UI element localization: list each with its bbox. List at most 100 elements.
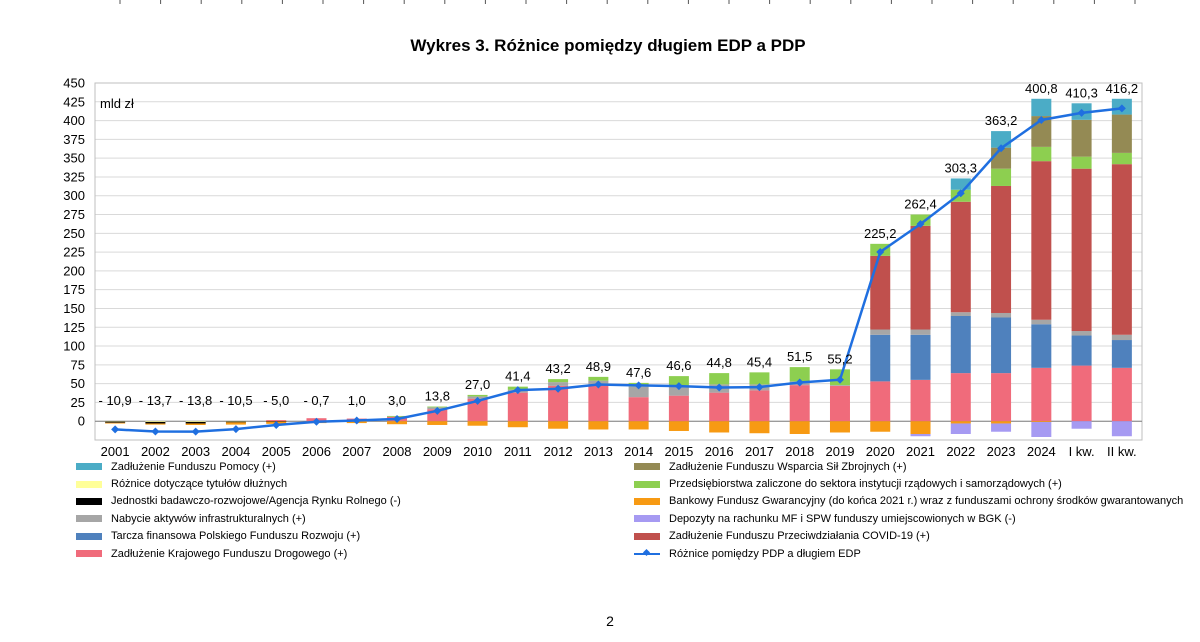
line-point (795, 378, 804, 387)
bar-segment (870, 334, 891, 382)
line-point (755, 383, 764, 392)
top-edge-marks (119, 0, 1136, 4)
bar-segment (185, 421, 206, 423)
legend-swatch (634, 532, 660, 540)
bar-segment (749, 421, 770, 434)
line-point (554, 384, 563, 393)
line-point (433, 406, 442, 415)
bar-segment (789, 367, 810, 382)
line-point (956, 189, 965, 198)
bar-segment (467, 398, 488, 422)
bar-segment (749, 390, 770, 422)
bar-segment (105, 421, 126, 423)
bar-segment (145, 421, 166, 424)
line-point (997, 144, 1006, 153)
line-point (352, 416, 361, 425)
bar-segment (185, 423, 206, 425)
bar-segment (507, 421, 528, 428)
bar-segment (910, 433, 931, 437)
legend-swatch (76, 463, 102, 471)
legend-left-column: Zadłużenie Funduszu Pomocy (+) Różnice do… (76, 458, 401, 562)
y-tick-label: 300 (63, 188, 85, 203)
bar-segment (709, 373, 730, 385)
bar-segment (991, 168, 1012, 186)
x-tick-label: 2013 (584, 444, 613, 459)
legend-label: Zadłużenie Krajowego Funduszu Drogowego … (111, 547, 348, 560)
bar-segment (789, 421, 810, 434)
line-point (1117, 104, 1126, 113)
line-point (876, 247, 885, 256)
bar-segment (991, 423, 1012, 432)
legend-item: Zadłużenie Funduszu Pomocy (+) (76, 458, 401, 475)
legend-item: Zadłużenie Funduszu Wsparcia Sił Zbrojny… (634, 458, 1183, 475)
x-tick-label: 2017 (745, 444, 774, 459)
legend-swatch (634, 463, 660, 471)
line-point (473, 396, 482, 405)
bar-segment (628, 421, 649, 430)
bar-segment (709, 421, 730, 433)
y-tick-label: 350 (63, 151, 85, 166)
line-point (231, 425, 240, 434)
data-label: 27,0 (465, 377, 490, 392)
bar-segment (910, 334, 931, 380)
x-tick-label: 2021 (906, 444, 935, 459)
y-tick-label: 275 (63, 207, 85, 222)
x-tick-label: 2005 (262, 444, 291, 459)
bar-segment (588, 376, 609, 381)
bar-segment (145, 423, 166, 425)
x-tick-label: 2008 (383, 444, 412, 459)
legend-swatch (76, 532, 102, 540)
bar-segment (1071, 168, 1092, 332)
bar-segment (870, 255, 891, 330)
y-tick-label: 150 (63, 301, 85, 316)
data-label: 303,3 (945, 160, 978, 175)
line-point (594, 380, 603, 389)
x-tick-label: 2023 (987, 444, 1016, 459)
bar-segment (1031, 319, 1052, 325)
bar-segment (910, 421, 931, 434)
bar-segment (1071, 335, 1092, 366)
legend-item: Jednostki badawczo-rozwojowe/Agencja Ryn… (76, 493, 401, 510)
x-tick-label: I kw. (1069, 444, 1095, 459)
bar-segment (950, 315, 971, 374)
legend-item: Tarcza finansowa Polskiego Funduszu Rozw… (76, 528, 401, 545)
bar-segment (1111, 152, 1132, 165)
bar-segment (789, 385, 810, 422)
legend-label: Zadłużenie Funduszu Pomocy (+) (111, 460, 276, 473)
bar-segment (1031, 367, 1052, 422)
data-label: 43,2 (545, 361, 570, 376)
bar-segment (588, 421, 609, 430)
x-tick-label: 2016 (705, 444, 734, 459)
y-tick-label: 325 (63, 169, 85, 184)
bar-segment (749, 372, 770, 385)
data-label: 363,2 (985, 113, 1018, 128)
y-tick-label: 25 (71, 395, 85, 410)
bar-segment (467, 421, 488, 426)
x-tick-label: 2006 (302, 444, 331, 459)
legend-label: Różnice dotyczące tytułów dłużnych (111, 478, 288, 491)
legend-swatch (76, 480, 102, 488)
bar-segment (1031, 324, 1052, 368)
bar-segment (870, 329, 891, 335)
plot-frame (94, 82, 1143, 441)
x-tick-label: 2015 (664, 444, 693, 459)
bar-segment (588, 384, 609, 422)
x-tick-label: 2001 (101, 444, 130, 459)
bar-segment (668, 395, 689, 422)
legend-label: Nabycie aktywów infrastrukturalnych (+) (111, 512, 306, 525)
legend-swatch (76, 515, 102, 523)
bar-segment (950, 178, 971, 190)
bar-segment (1071, 119, 1092, 157)
x-tick-label: 2003 (181, 444, 210, 459)
y-tick-label: 400 (63, 113, 85, 128)
line-point (513, 386, 522, 395)
bar-segment (991, 317, 1012, 374)
data-label: - 13,7 (139, 393, 172, 408)
bar-segment (668, 385, 689, 396)
data-label: 225,2 (864, 226, 897, 241)
legend-swatch (634, 497, 660, 505)
bar-segment (427, 421, 448, 425)
y-tick-label: 100 (63, 339, 85, 354)
y-tick-label: 125 (63, 320, 85, 335)
bar-segment (1071, 365, 1092, 422)
